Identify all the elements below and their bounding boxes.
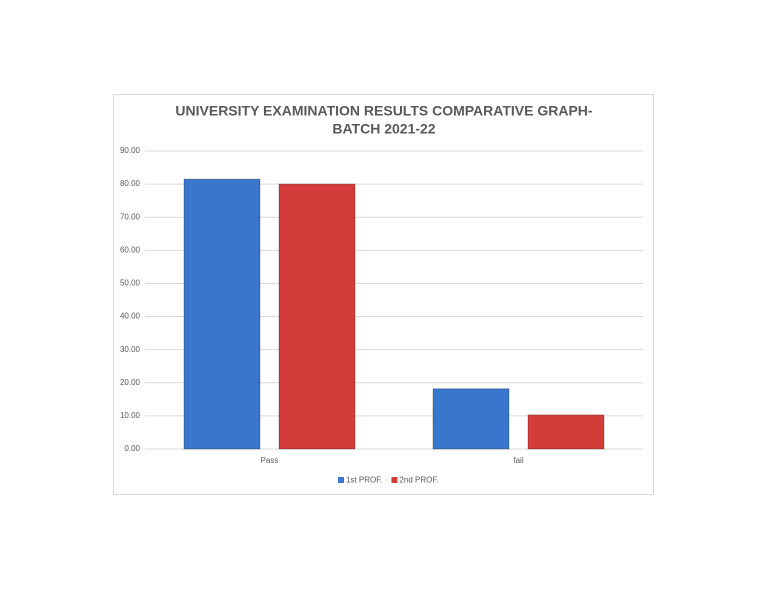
y-tick-label: 50.00 [120, 279, 141, 288]
bar [278, 183, 356, 450]
y-tick-label: 20.00 [120, 378, 141, 387]
y-tick-label: 30.00 [120, 345, 141, 354]
bar [183, 178, 261, 450]
y-tick-label: 40.00 [120, 312, 141, 321]
legend-label: 2nd PROF. [399, 476, 438, 485]
y-tick-label: 10.00 [120, 411, 141, 420]
y-tick-label: 70.00 [120, 212, 141, 221]
y-tick-label: 90.00 [120, 146, 141, 155]
x-tick-label: Pass [261, 456, 279, 465]
legend-swatch [391, 477, 398, 483]
bar [527, 414, 605, 450]
legend-swatch [338, 477, 344, 483]
y-tick-label: 60.00 [120, 245, 141, 254]
y-tick-label: 0.00 [124, 444, 140, 453]
chart-title: BATCH 2021-22 [332, 121, 435, 137]
x-tick-label: fail [513, 456, 523, 465]
chart-title: UNIVERSITY EXAMINATION RESULTS COMPARATI… [175, 103, 593, 119]
bar [432, 388, 510, 450]
legend-label: 1st PROF. [346, 476, 382, 485]
y-tick-label: 80.00 [120, 179, 141, 188]
